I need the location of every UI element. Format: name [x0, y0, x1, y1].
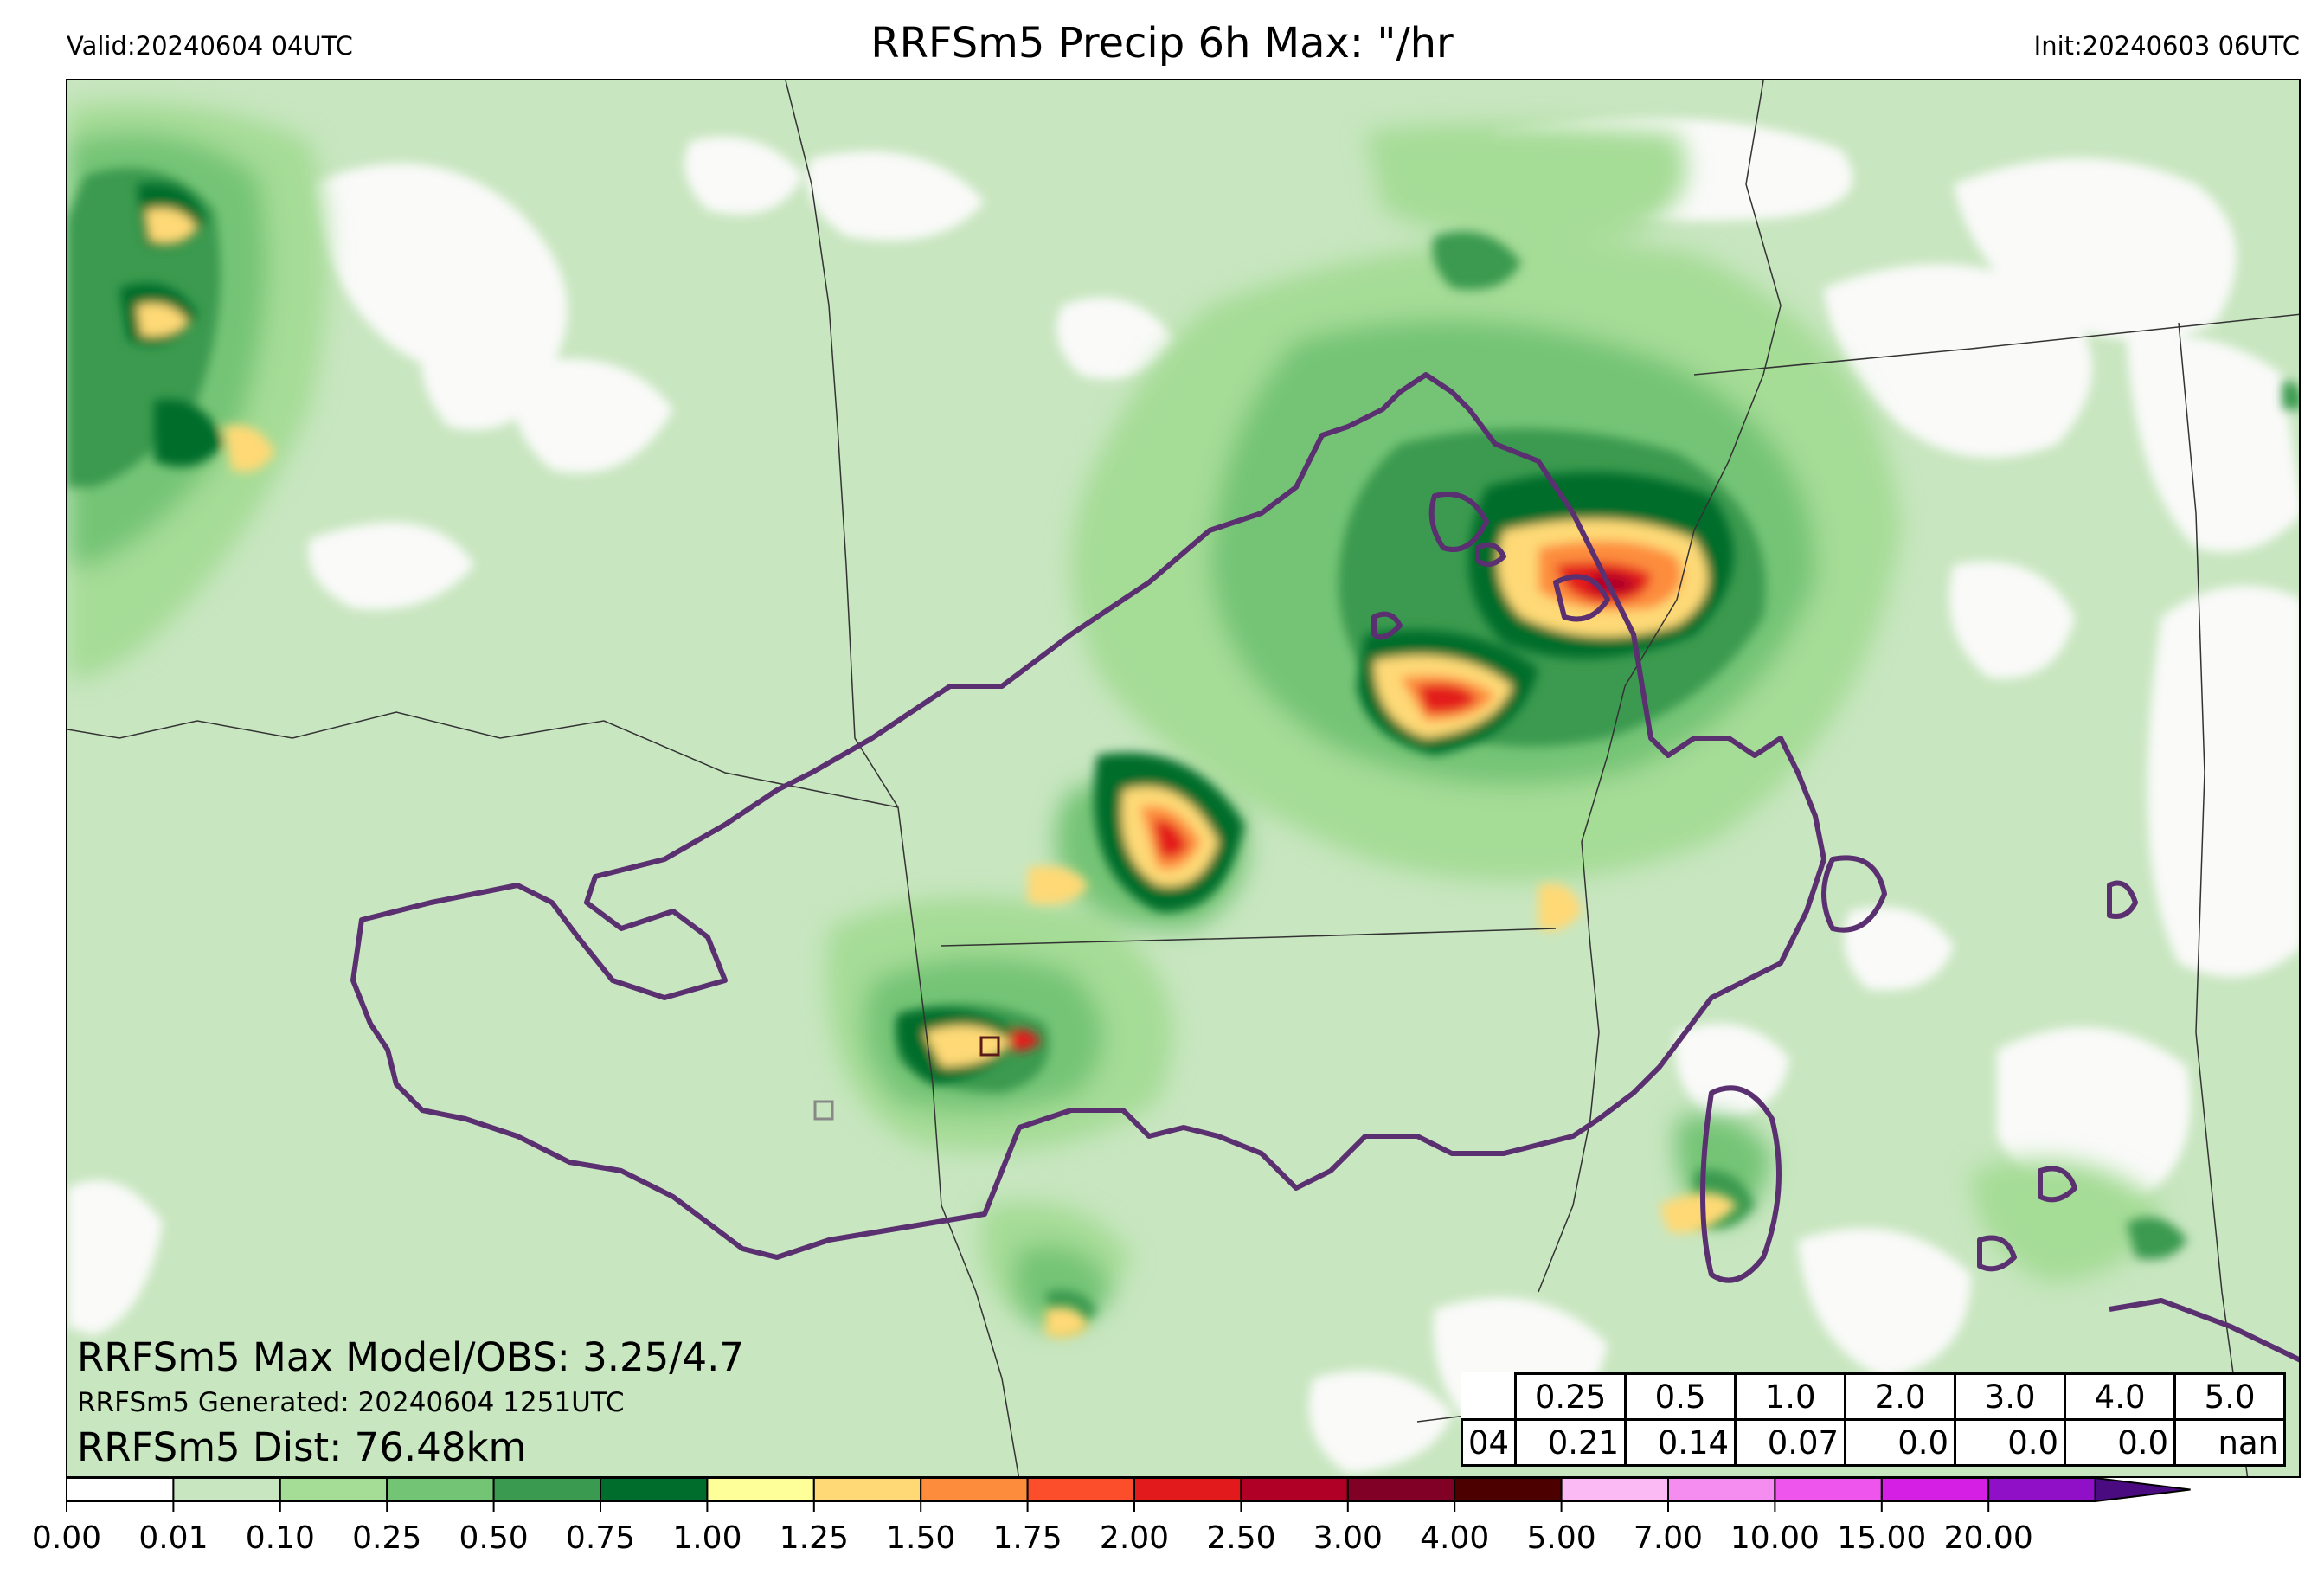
colorbar-extend-arrow — [2094, 1476, 2191, 1503]
threshold-cell: 4.0 — [2064, 1372, 2177, 1421]
threshold-value-cell: 0.0 — [1844, 1418, 1957, 1467]
threshold-cell: 3.0 — [1954, 1372, 2067, 1421]
colorbar: 0.00 0.01 0.10 0.25 0.50 0.75 1.00 1.25 1.50 1.75… — [32, 1476, 2191, 1556]
threshold-cell: 2.0 — [1844, 1372, 1957, 1421]
colorbar-tick-label: 1.25 — [780, 1520, 849, 1556]
colorbar-swatch — [172, 1477, 281, 1502]
colorbar-tick-label: 1.00 — [672, 1520, 741, 1556]
colorbar-tick-label: 1.75 — [993, 1520, 1062, 1556]
colorbar-swatch — [66, 1477, 175, 1502]
threshold-value-cell: 0.14 — [1624, 1418, 1737, 1467]
precip-map — [66, 79, 2301, 1478]
colorbar-tick-label: 2.00 — [1100, 1520, 1169, 1556]
colorbar-swatch — [1454, 1477, 1563, 1502]
colorbar-swatch — [1560, 1477, 1669, 1502]
precip-cells — [119, 183, 1737, 1339]
colorbar-swatch — [492, 1477, 601, 1502]
init-time-label: Init:20240603 06UTC — [2033, 31, 2300, 61]
colorbar-tick-label: 20.00 — [1944, 1520, 2033, 1556]
colorbar-swatch — [1774, 1477, 1883, 1502]
threshold-cell: 0.25 — [1514, 1372, 1627, 1421]
colorbar-swatch — [600, 1477, 709, 1502]
colorbar-swatch — [1240, 1477, 1349, 1502]
threshold-cell: 5.0 — [2173, 1372, 2287, 1421]
colorbar-swatch — [920, 1477, 1029, 1502]
threshold-value-cell: 0.0 — [1954, 1418, 2067, 1467]
generated-time-label: RRFSm5 Generated: 20240604 1251UTC — [77, 1387, 625, 1418]
colorbar-tick-label: 3.00 — [1313, 1520, 1383, 1556]
colorbar-tick-label: 15.00 — [1837, 1520, 1926, 1556]
distance-label: RRFSm5 Dist: 76.48km — [77, 1424, 527, 1470]
threshold-value-cell: 0.0 — [2064, 1418, 2177, 1467]
threshold-values-row: 04 0.21 0.14 0.07 0.0 0.0 0.0 nan — [1460, 1418, 2287, 1467]
valid-time-label: Valid:20240604 04UTC — [67, 31, 353, 61]
colorbar-tick-label: 10.00 — [1730, 1520, 1820, 1556]
colorbar-swatch — [706, 1477, 815, 1502]
precip-map-canvas — [67, 80, 2299, 1476]
max-model-obs-label: RRFSm5 Max Model/OBS: 3.25/4.7 — [77, 1334, 745, 1380]
colorbar-swatch — [1026, 1477, 1135, 1502]
state-boundaries — [67, 80, 2299, 1476]
threshold-table: 0.25 0.5 1.0 2.0 3.0 4.0 5.0 04 0.21 0.1… — [1460, 1372, 2287, 1467]
threshold-row-label: 04 — [1460, 1418, 1518, 1467]
threshold-value-cell: 0.07 — [1734, 1418, 1847, 1467]
colorbar-tick-label: 4.00 — [1420, 1520, 1489, 1556]
colorbar-swatch — [1987, 1477, 2096, 1502]
threshold-cell: 0.5 — [1624, 1372, 1737, 1421]
colorbar-tick-label: 0.25 — [352, 1520, 421, 1556]
obs-max-marker — [813, 1100, 834, 1121]
colorbar-tick-label: 0.00 — [32, 1520, 101, 1556]
colorbar-tick-label: 7.00 — [1634, 1520, 1703, 1556]
colorbar-tick-label: 0.10 — [246, 1520, 315, 1556]
threshold-corner-cell — [1462, 1374, 1516, 1420]
colorbar-swatch — [812, 1477, 922, 1502]
colorbar-swatch — [279, 1477, 388, 1502]
colorbar-tick-label: 0.75 — [566, 1520, 635, 1556]
colorbar-tick-label: 5.00 — [1527, 1520, 1596, 1556]
threshold-header-row: 0.25 0.5 1.0 2.0 3.0 4.0 5.0 — [1462, 1372, 2287, 1421]
threshold-value-cell: nan — [2173, 1418, 2287, 1467]
colorbar-tick-label: 0.01 — [138, 1520, 208, 1556]
threshold-cell: 1.0 — [1734, 1372, 1847, 1421]
colorbar-tick-label: 1.50 — [886, 1520, 955, 1556]
chart-title: RRFSm5 Precip 6h Max: "/hr — [870, 19, 1454, 67]
colorbar-swatch — [1667, 1477, 1776, 1502]
colorbar-swatch — [1133, 1477, 1242, 1502]
colorbar-swatch — [1346, 1477, 1456, 1502]
colorbar-tick-label: 0.50 — [459, 1520, 529, 1556]
observation-outline — [350, 372, 2299, 1363]
model-max-marker — [979, 1036, 1000, 1057]
threshold-value-cell: 0.21 — [1514, 1418, 1627, 1467]
colorbar-tick-label: 2.50 — [1206, 1520, 1275, 1556]
colorbar-swatch — [1880, 1477, 1990, 1502]
colorbar-swatch — [386, 1477, 495, 1502]
